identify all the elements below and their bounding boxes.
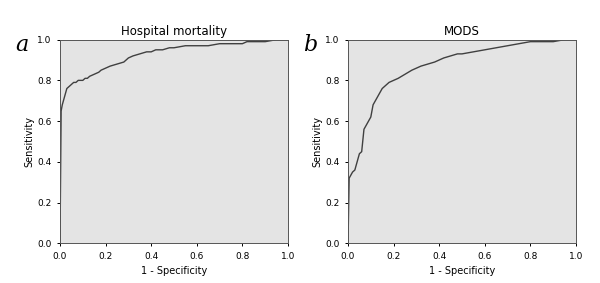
X-axis label: 1 - Specificity: 1 - Specificity xyxy=(141,266,207,276)
Text: a: a xyxy=(15,34,28,56)
Title: Hospital mortality: Hospital mortality xyxy=(121,25,227,38)
Y-axis label: Sensitivity: Sensitivity xyxy=(313,116,323,167)
Title: MODS: MODS xyxy=(444,25,480,38)
X-axis label: 1 - Specificity: 1 - Specificity xyxy=(429,266,495,276)
Text: b: b xyxy=(303,34,317,56)
Y-axis label: Sensitivity: Sensitivity xyxy=(25,116,35,167)
